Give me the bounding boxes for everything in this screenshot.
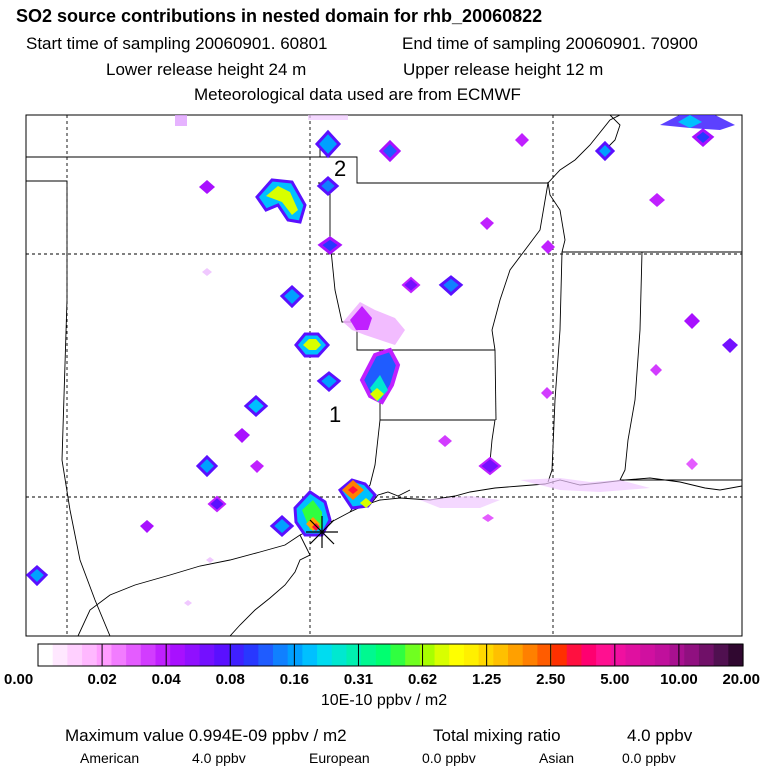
colorbar-cell: [82, 644, 98, 666]
colorbar-cell: [522, 644, 538, 666]
colorbar-cell: [669, 644, 685, 666]
end-time-label: End time of sampling 20060901. 70900: [402, 34, 698, 53]
colorbar-cell: [419, 644, 436, 666]
colorbar-tick-label: 0.31: [344, 671, 373, 688]
colorbar-cell: [38, 644, 54, 666]
concentration-field: [26, 115, 738, 606]
colorbar-cell: [449, 644, 465, 666]
colorbar-cell: [67, 644, 83, 666]
colorbar-tick-label: 0.62: [408, 671, 437, 688]
colorbar-tick-label: 0.16: [280, 671, 309, 688]
colorbar-cell: [126, 644, 142, 666]
colorbar-tick-label: 0.08: [216, 671, 245, 688]
colorbar-tick-label: 1.25: [472, 671, 501, 688]
colorbar-tick-label: 20.00: [722, 671, 760, 688]
colorbar-cell: [434, 644, 450, 666]
european-label: European: [309, 750, 370, 766]
colorbar-cell: [111, 644, 127, 666]
colorbar-tick-labels: 0.00 0.02 0.04 0.08 0.16 0.31 0.62 1.25 2.50 5.00…: [4, 671, 760, 688]
colorbar-cell: [258, 644, 274, 666]
colorbar-cell: [640, 644, 656, 666]
american-value: 4.0 ppbv: [192, 750, 246, 766]
colorbar-cell: [566, 644, 583, 666]
lower-release-label: Lower release height 24 m: [106, 60, 307, 79]
colorbar-cell: [243, 644, 259, 666]
colorbar-cell: [184, 644, 201, 666]
colorbar-cell: [713, 644, 729, 666]
colorbar-cell: [537, 644, 553, 666]
colorbar-cell: [375, 644, 392, 666]
coastline: [77, 115, 742, 636]
american-label: American: [80, 750, 140, 766]
colorbar-cell: [155, 644, 171, 666]
colorbar-tick-label: 0.00: [4, 671, 33, 688]
max-value-label: Maximum value 0.994E-09 ppbv / m2: [65, 726, 347, 745]
total-mixing-label: Total mixing ratio: [433, 726, 561, 745]
colorbar-cell: [346, 644, 362, 666]
colorbar-cell: [317, 644, 333, 666]
start-time-label: Start time of sampling 20060901. 60801: [26, 34, 328, 53]
colorbar-cell: [596, 644, 612, 666]
colorbar-cell: [140, 644, 157, 666]
colorbar-cell: [228, 644, 245, 666]
colorbar-cell: [96, 644, 113, 666]
receptor-star-icon: [306, 516, 338, 548]
colorbar-cell: [52, 644, 68, 666]
colorbar-cell: [698, 644, 715, 666]
colorbar-cell: [625, 644, 641, 666]
colorbar-cell: [302, 644, 318, 666]
colorbar-cell: [273, 644, 289, 666]
colorbar-cell: [610, 644, 627, 666]
colorbar-tick-label: 0.04: [152, 671, 182, 688]
marker-1: 1: [329, 402, 341, 427]
colorbar-cell: [390, 644, 406, 666]
met-data-label: Meteorological data used are from ECMWF: [194, 85, 521, 104]
marker-2: 2: [334, 156, 346, 181]
colorbar-cell: [361, 644, 377, 666]
colorbar-cell: [684, 644, 700, 666]
colorbar-cell: [508, 644, 524, 666]
colorbar-frame: [37, 643, 744, 667]
colorbar-cell: [654, 644, 671, 666]
colorbar-cell: [287, 644, 303, 666]
colorbar-cell: [405, 644, 421, 666]
european-value: 0.0 ppbv: [422, 750, 476, 766]
upper-release-label: Upper release height 12 m: [403, 60, 604, 79]
colorbar-tick-label: 5.00: [600, 671, 629, 688]
colorbar-tick-label: 2.50: [536, 671, 565, 688]
colorbar-cell: [199, 644, 215, 666]
colorbar-cell: [463, 644, 480, 666]
total-mixing-value: 4.0 ppbv: [627, 726, 693, 745]
colorbar-cell: [170, 644, 186, 666]
colorbar-tick-label: 10.00: [660, 671, 698, 688]
colorbar-cell: [728, 644, 744, 666]
colorbar-cell: [214, 644, 230, 666]
asian-value: 0.0 ppbv: [622, 750, 676, 766]
colorbar-unit: 10E-10 ppbv / m2: [320, 692, 448, 709]
colorbar-cell: [552, 644, 568, 666]
colorbar-tick-label: 0.02: [87, 671, 116, 688]
asian-label: Asian: [539, 750, 575, 766]
chart-title: SO2 source contributions in nested domai…: [16, 6, 543, 26]
colorbar-cell: [331, 644, 348, 666]
colorbar-cell: [493, 644, 509, 666]
map-layer: [26, 115, 742, 636]
colorbar-cell: [581, 644, 597, 666]
colorbar-cells: [37, 643, 744, 667]
